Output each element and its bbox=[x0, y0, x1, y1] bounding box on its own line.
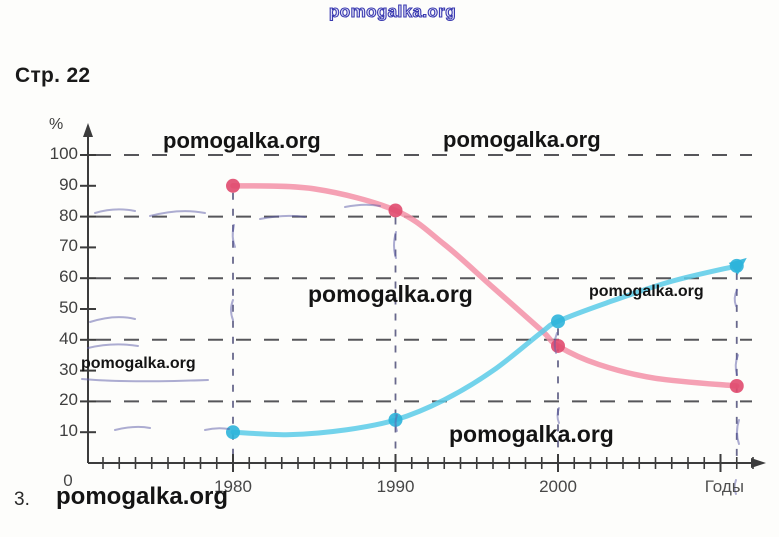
y-tick-label-50: 50 bbox=[59, 298, 78, 317]
y-axis-arrow bbox=[83, 123, 93, 137]
watermark-bottom-left: pomogalka.org bbox=[56, 483, 229, 510]
x-axis-title: Годы bbox=[704, 477, 744, 496]
y-tick-label-20: 20 bbox=[59, 390, 78, 410]
declining-share-pink-point-1990 bbox=[388, 203, 403, 218]
declining-share-pink-point-1980 bbox=[226, 178, 240, 193]
rising-share-cyan-line bbox=[230, 263, 740, 438]
watermark-chart-bottom: pomogalka.org bbox=[449, 421, 614, 447]
y-tick-label-60: 60 bbox=[59, 267, 78, 287]
watermark-chart-right: pomogalka.org bbox=[589, 283, 704, 300]
rising-share-cyan-point-1980 bbox=[226, 425, 240, 440]
x-tick-label-1980: 1980 bbox=[214, 477, 252, 496]
list-item-number: 3. bbox=[14, 489, 30, 510]
watermark-chart-center: pomogalka.org bbox=[308, 281, 473, 307]
y-tick-label-100: 100 bbox=[49, 144, 78, 163]
x-tick-label-2000: 2000 bbox=[539, 477, 577, 496]
x-axis-arrow bbox=[751, 458, 766, 468]
pen-marks bbox=[81, 203, 740, 495]
declining-share-pink-point-2000 bbox=[551, 338, 565, 353]
x-tick-label-1990: 1990 bbox=[376, 477, 415, 496]
y-axis-unit-label: % bbox=[49, 116, 64, 133]
y-tick-label-70: 70 bbox=[59, 236, 78, 256]
page-header: Стр. 22 bbox=[15, 64, 91, 87]
y-tick-label-90: 90 bbox=[59, 174, 78, 194]
rising-share-cyan-point-2000 bbox=[551, 314, 565, 329]
watermark-chart-top-right: pomogalka.org bbox=[443, 127, 601, 152]
watermark-top: pomogalka.org bbox=[328, 1, 457, 21]
y-tick-label-10: 10 bbox=[59, 421, 78, 441]
y-tick-label-80: 80 bbox=[59, 205, 78, 225]
y-tick-label-30: 30 bbox=[59, 359, 78, 379]
rising-share-cyan-end-arrow bbox=[728, 257, 747, 275]
watermark-chart-left: pomogalka.org bbox=[81, 355, 196, 372]
watermark-chart-top-left: pomogalka.org bbox=[163, 128, 321, 153]
origin-label: 0 bbox=[63, 471, 73, 490]
declining-share-pink-point-2011 bbox=[729, 379, 744, 393]
declining-share-pink-line bbox=[230, 183, 740, 389]
y-tick-label-40: 40 bbox=[59, 328, 78, 348]
